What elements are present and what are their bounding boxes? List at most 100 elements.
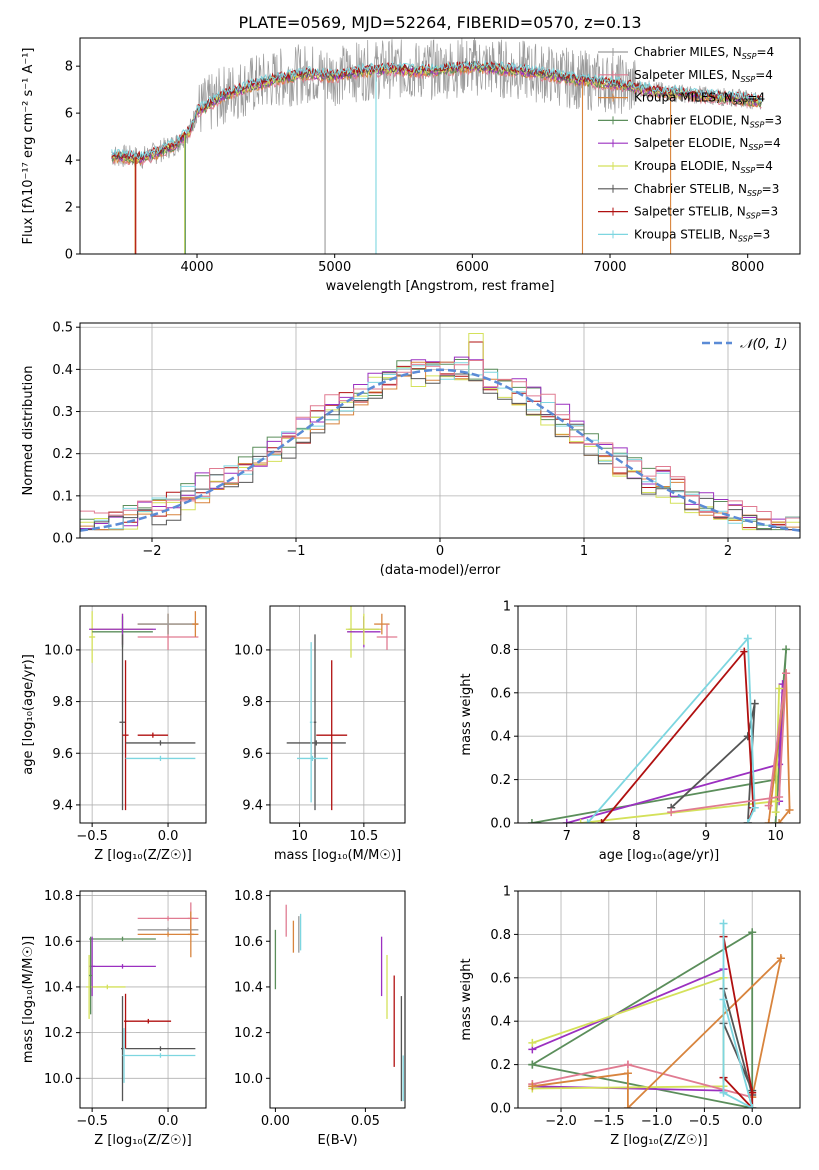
legend-label: Chabrier MILES, NSSP=4 xyxy=(634,45,774,61)
axes-frame xyxy=(269,605,406,824)
weight-series-line xyxy=(671,673,787,813)
weight-point-marker xyxy=(583,819,592,823)
panel-spectrum: 4000 5000 6000 7000 8000 0 2 4 6 8 wavelength [Ang… xyxy=(21,37,801,294)
weight-point-marker xyxy=(740,647,749,656)
x-tick-label: 0.0 xyxy=(158,829,179,844)
x-tick-label: −0.5 xyxy=(76,829,108,844)
axes-frame xyxy=(517,890,801,1109)
x-tick-label: −2.0 xyxy=(545,1114,577,1129)
plot-area xyxy=(89,611,199,811)
y-axis-label: Normed distribution xyxy=(21,366,36,496)
normal-curve xyxy=(80,368,800,532)
weight-series-line xyxy=(531,930,754,1108)
x-axis-label: age [log₁₀(age/yr)] xyxy=(599,848,720,863)
weight-point-marker xyxy=(771,808,780,817)
weight-point-marker xyxy=(528,1082,537,1091)
legend-nssp-value: 3 xyxy=(763,227,771,241)
y-tick-label: 9.4 xyxy=(52,798,73,813)
x-axis-label: Z [log₁₀(Z/Z☉)] xyxy=(94,1133,191,1148)
panel-residuals: −2 −1 0 1 2 0.0 0.1 0.2 0.3 0.4 0.5 (data-model)/er… xyxy=(21,321,801,578)
axes-frame xyxy=(517,605,801,824)
x-axis-label: wavelength [Angstrom, rest frame] xyxy=(326,279,555,294)
legend-nssp-eq: = xyxy=(764,113,774,127)
histogram-series xyxy=(80,372,800,538)
y-tick-label: 9.6 xyxy=(52,747,73,762)
chart-panels: 4000 5000 6000 7000 8000 0 2 4 6 8 wavelength [Ang… xyxy=(21,37,801,1148)
legend-label-text: Salpeter ELODIE xyxy=(634,136,732,150)
weight-series-line xyxy=(722,936,754,1108)
x-tick-label: 4000 xyxy=(180,260,213,275)
x-tick-label: 9 xyxy=(702,829,710,844)
legend-nssp-prefix: , N xyxy=(733,113,750,127)
weight-point-marker xyxy=(771,797,780,806)
weight-point-marker xyxy=(775,819,784,823)
weight-point-marker xyxy=(748,1104,757,1108)
x-tick-label: −1 xyxy=(286,544,305,559)
weight-series-line xyxy=(532,955,783,1108)
x-tick-label: 10 xyxy=(767,829,784,844)
weight-point-marker xyxy=(750,699,759,708)
legend-nssp-value: 3 xyxy=(774,113,782,127)
x-tick-label: 7000 xyxy=(593,260,626,275)
x-axis-label: E(B-V) xyxy=(317,1133,357,1148)
plot-area xyxy=(86,902,199,1102)
weight-point-marker xyxy=(623,1069,632,1078)
legend-nssp-sub: SSP xyxy=(741,166,756,175)
x-tick-label: 0.00 xyxy=(261,1114,290,1129)
legend-nssp-prefix: , N xyxy=(725,45,742,59)
legend-nssp-sub: SSP xyxy=(747,189,762,198)
legend-nssp-eq: = xyxy=(762,182,772,196)
legend-nssp-sub: SSP xyxy=(741,75,756,84)
legend-label-text: Chabrier STELIB xyxy=(634,182,730,196)
weight-series-line xyxy=(532,1063,753,1099)
weight-point-marker xyxy=(785,805,794,814)
legend-nssp-prefix: , N xyxy=(730,182,747,196)
y-axis-label: Flux [fλ10⁻¹⁷ erg cm⁻² s⁻¹ A⁻¹] xyxy=(21,48,36,245)
axes-frame xyxy=(79,37,801,255)
weight-series-line xyxy=(722,923,754,1108)
histogram-series xyxy=(80,362,800,538)
legend-nssp-sub: SSP xyxy=(733,98,748,107)
y-tick-label: 6 xyxy=(65,107,73,122)
y-tick-label: 0.3 xyxy=(52,405,73,420)
x-tick-label: 0.0 xyxy=(158,1114,179,1129)
legend-label-text: Chabrier ELODIE xyxy=(634,113,733,127)
legend-nssp-eq: = xyxy=(763,136,773,150)
legend-nssp-value: 4 xyxy=(765,159,773,173)
legend-nssp-value: 4 xyxy=(767,45,775,59)
y-tick-label: 10.0 xyxy=(234,643,263,658)
x-tick-label: −1.0 xyxy=(641,1114,673,1129)
legend-label: Salpeter MILES, NSSP=4 xyxy=(634,68,773,84)
legend-nssp-prefix: , N xyxy=(724,68,741,82)
plot-area xyxy=(286,606,398,811)
legend-label: Chabrier STELIB, NSSP=3 xyxy=(634,182,779,198)
weight-point-marker xyxy=(764,801,773,810)
weight-point-marker xyxy=(719,919,728,928)
x-tick-label: −0.5 xyxy=(76,1114,108,1129)
y-tick-label: 10.8 xyxy=(234,889,263,904)
spectrum-legend: Chabrier MILES, NSSP=4 Salpeter MILES, NS… xyxy=(598,45,782,243)
plot-area xyxy=(111,38,762,254)
x-tick-label: 8 xyxy=(632,829,640,844)
y-tick-label: 9.4 xyxy=(242,798,263,813)
weight-point-marker xyxy=(623,1060,632,1069)
weight-point-marker xyxy=(719,1088,728,1097)
legend-label-text: Kroupa MILES xyxy=(634,91,716,105)
weight-point-marker xyxy=(528,1060,537,1069)
legend-label-text: Kroupa STELIB xyxy=(634,227,721,241)
panel-weight-vs-Z: −2.0 −1.5 −1.0 −0.5 0.0 0.0 0.2 0.4 0.6 0.8 1 Z [lo… xyxy=(459,885,801,1148)
legend-label: Salpeter STELIB, NSSP=3 xyxy=(634,205,778,221)
legend-nssp-sub: SSP xyxy=(746,212,761,221)
weight-point-marker xyxy=(527,819,536,823)
x-tick-label: −0.5 xyxy=(689,1114,721,1129)
legend-nssp-sub: SSP xyxy=(738,234,753,243)
plot-area xyxy=(527,634,794,823)
legend-label: Chabrier ELODIE, NSSP=3 xyxy=(634,113,782,129)
y-tick-label: 0.2 xyxy=(52,447,73,462)
legend-nssp-eq: = xyxy=(755,68,765,82)
weight-point-marker xyxy=(719,995,728,1004)
legend-nssp-prefix: , N xyxy=(732,136,749,150)
spectrum-data-line xyxy=(111,38,762,170)
y-tick-label: 1 xyxy=(503,885,511,900)
y-tick-label: 1 xyxy=(503,600,511,615)
